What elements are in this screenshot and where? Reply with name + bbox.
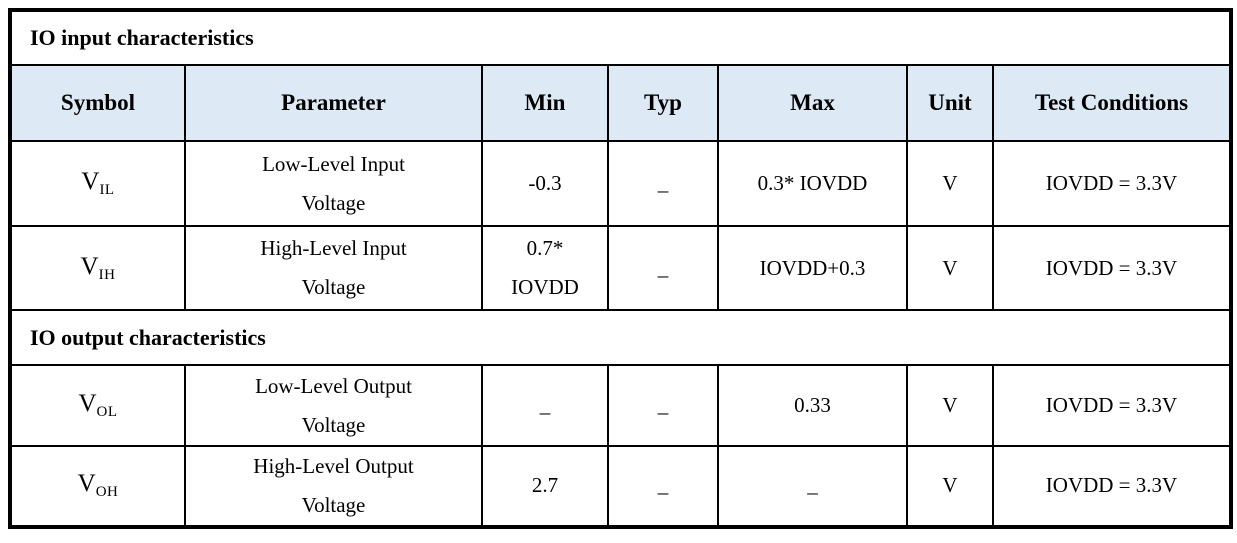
unit-cell: V xyxy=(906,140,994,227)
table-header-row: Symbol Parameter Min Typ Max Unit Test C… xyxy=(9,64,1232,142)
table-row-vil: VIL Low-Level Input Voltage -0.3 _ 0.3* … xyxy=(9,140,1232,227)
io-characteristics-table: IO input characteristics Symbol Paramete… xyxy=(8,8,1233,529)
column-header-test-conditions: Test Conditions xyxy=(992,64,1232,142)
symbol-cell: VOH xyxy=(9,445,186,528)
parameter-cell: Low-Level Output Voltage xyxy=(184,364,483,447)
unit-cell: V xyxy=(906,364,994,447)
parameter-cell: High-Level Input Voltage xyxy=(184,225,483,311)
section-title-output: IO output characteristics xyxy=(9,309,1232,366)
symbol-subscript: IH xyxy=(98,266,116,283)
symbol-cell: VIH xyxy=(9,225,186,311)
column-header-min: Min xyxy=(481,64,609,142)
column-header-parameter: Parameter xyxy=(184,64,483,142)
symbol-cell: VOL xyxy=(9,364,186,447)
column-header-typ: Typ xyxy=(607,64,719,142)
table-row-vih: VIH High-Level Input Voltage 0.7* IOVDD … xyxy=(9,225,1232,311)
symbol-base: V xyxy=(78,390,97,417)
table-section-input: IO input characteristics xyxy=(9,9,1232,66)
test-conditions-cell: IOVDD = 3.3V xyxy=(992,140,1232,227)
column-header-unit: Unit xyxy=(906,64,994,142)
test-conditions-cell: IOVDD = 3.3V xyxy=(992,225,1232,311)
min-cell: 2.7 xyxy=(481,445,609,528)
max-cell: 0.3* IOVDD xyxy=(717,140,908,227)
max-cell: IOVDD+0.3 xyxy=(717,225,908,311)
symbol-cell: VIL xyxy=(9,140,186,227)
typ-cell: _ xyxy=(607,225,719,311)
table-section-output: IO output characteristics xyxy=(9,309,1232,366)
symbol-base: V xyxy=(80,252,99,280)
symbol-subscript: OL xyxy=(96,404,118,420)
symbol-base: V xyxy=(81,168,100,195)
test-conditions-cell: IOVDD = 3.3V xyxy=(992,364,1232,447)
column-header-max: Max xyxy=(717,64,908,142)
typ-cell: _ xyxy=(607,445,719,528)
symbol-subscript: OH xyxy=(95,484,119,501)
test-conditions-cell: IOVDD = 3.3V xyxy=(992,445,1232,528)
typ-cell: _ xyxy=(607,140,719,227)
unit-cell: V xyxy=(906,445,994,528)
table-row-vol: VOL Low-Level Output Voltage _ _ 0.33 V … xyxy=(9,364,1232,447)
min-cell: -0.3 xyxy=(481,140,609,227)
min-cell: 0.7* IOVDD xyxy=(481,225,609,311)
symbol-base: V xyxy=(77,470,96,498)
symbol-subscript: IL xyxy=(99,182,115,198)
min-cell: _ xyxy=(481,364,609,447)
typ-cell: _ xyxy=(607,364,719,447)
column-header-symbol: Symbol xyxy=(9,64,186,142)
parameter-cell: High-Level Output Voltage xyxy=(184,445,483,528)
max-cell: _ xyxy=(717,445,908,528)
max-cell: 0.33 xyxy=(717,364,908,447)
table-row-voh: VOH High-Level Output Voltage 2.7 _ _ V … xyxy=(9,445,1232,528)
parameter-cell: Low-Level Input Voltage xyxy=(184,140,483,227)
unit-cell: V xyxy=(906,225,994,311)
section-title-input: IO input characteristics xyxy=(9,9,1232,66)
